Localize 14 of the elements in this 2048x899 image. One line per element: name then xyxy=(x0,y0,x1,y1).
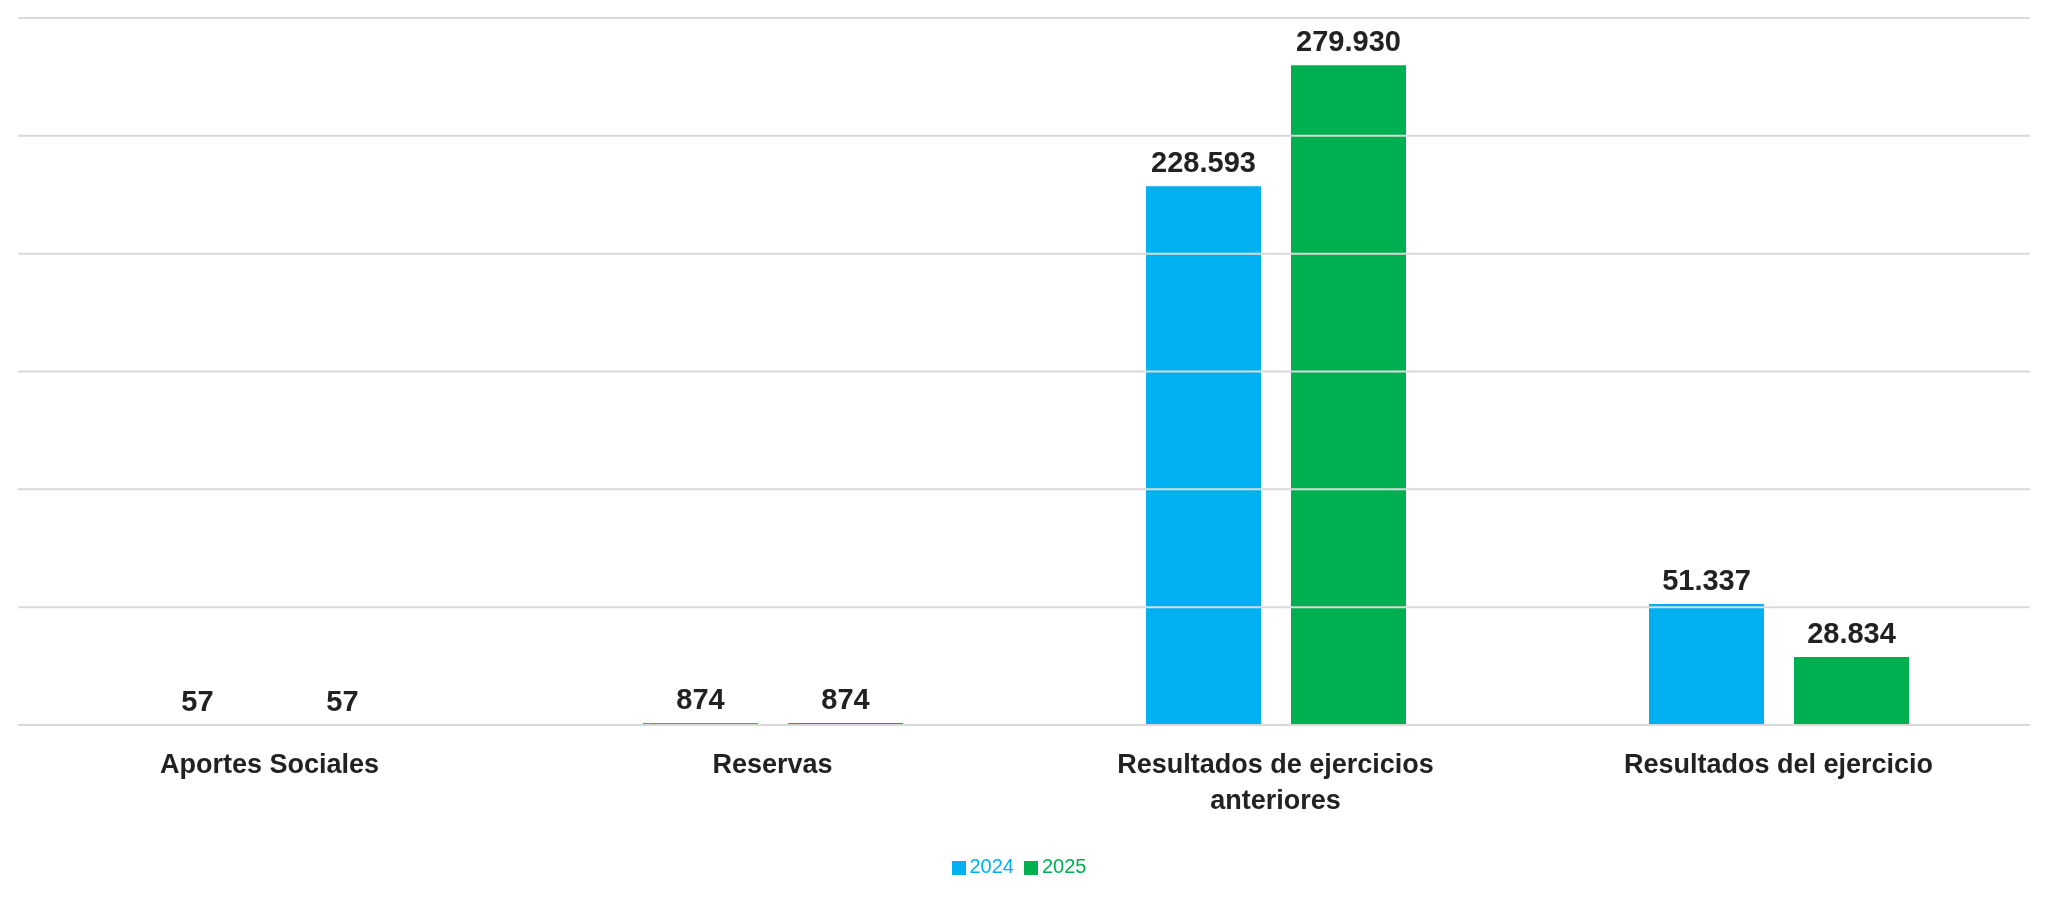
data-label: 57 xyxy=(326,684,359,717)
data-label: 874 xyxy=(676,682,725,715)
data-label: 51.337 xyxy=(1662,564,1751,597)
x-tick-label: Aportes Sociales xyxy=(159,749,380,779)
legend-label: 2024 xyxy=(969,855,1014,877)
legend-label: 2025 xyxy=(1042,855,1087,877)
data-label: 874 xyxy=(821,682,870,715)
data-label: 28.834 xyxy=(1807,617,1896,650)
x-tick-label: Resultados del ejercicio xyxy=(1623,749,1934,779)
data-label: 228.593 xyxy=(1151,146,1256,179)
x-tick-label: Reservas xyxy=(712,749,833,779)
data-label: 57 xyxy=(181,684,214,717)
data-label: 279.930 xyxy=(1296,25,1401,58)
x-tick-label: Resultados de ejercicios anteriores xyxy=(1117,749,1434,815)
